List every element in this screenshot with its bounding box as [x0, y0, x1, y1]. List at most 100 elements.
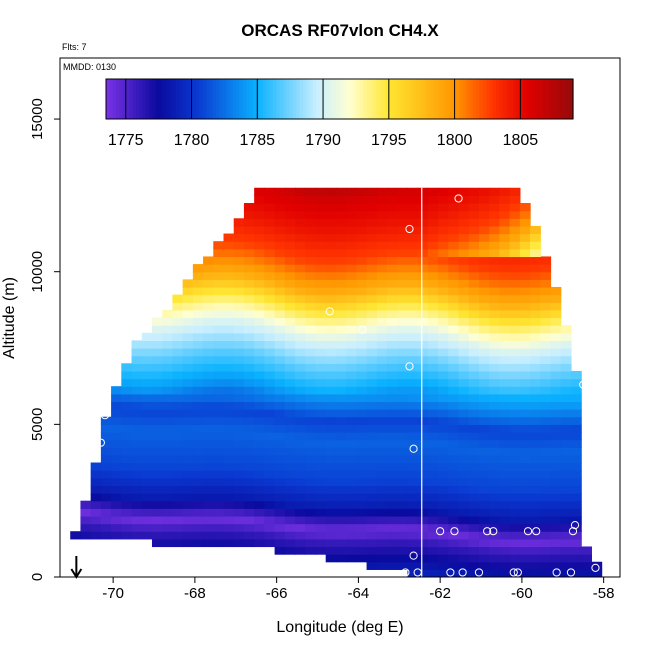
colorbar-swatch: [236, 79, 241, 119]
colorbar-tick-label: 1775: [108, 132, 144, 149]
heatmap-cell: [346, 531, 357, 540]
heatmap-cell: [407, 210, 419, 219]
heatmap-cell: [172, 416, 184, 425]
heatmap-cell: [264, 538, 276, 548]
heatmap-cell: [274, 515, 286, 525]
heatmap-cell: [346, 325, 357, 334]
heatmap-cell: [366, 370, 378, 380]
heatmap-cell: [325, 370, 337, 380]
heatmap-cell: [305, 256, 317, 265]
heatmap-cell: [223, 508, 235, 517]
heatmap-cell: [489, 508, 501, 517]
heatmap-cell: [162, 515, 174, 525]
heatmap-cell: [131, 523, 143, 532]
heatmap-cell: [284, 210, 296, 219]
heatmap-cell: [223, 477, 235, 487]
heatmap-cell: [243, 515, 255, 525]
sample-markers: [72, 194, 600, 577]
heatmap-cell: [243, 393, 255, 403]
colorbar-swatch: [136, 79, 140, 119]
heatmap-cell: [243, 523, 255, 532]
heatmap-cell: [213, 378, 225, 387]
heatmap-cell: [182, 431, 194, 441]
heatmap-cell: [243, 424, 255, 433]
heatmap-cell: [305, 187, 317, 196]
heatmap-cell: [560, 378, 572, 387]
heatmap-cell: [530, 561, 541, 570]
heatmap-cell: [264, 409, 276, 418]
heatmap-cell: [376, 470, 388, 479]
x-tick-label: -62: [429, 585, 451, 602]
heatmap-cell: [519, 317, 531, 326]
heatmap-cell: [213, 493, 225, 502]
heatmap-cell: [295, 187, 306, 196]
heatmap-cell: [366, 233, 378, 242]
heatmap-cell: [478, 279, 490, 288]
heatmap-cell: [570, 515, 582, 525]
heatmap-cell: [570, 493, 582, 502]
heatmap-cell: [448, 431, 460, 441]
heatmap-cell: [519, 363, 531, 372]
heatmap-cell: [182, 424, 194, 433]
heatmap-cell: [489, 355, 501, 364]
heatmap-cell: [468, 424, 480, 433]
heatmap-cell: [366, 332, 378, 341]
heatmap-cell: [366, 340, 378, 349]
colorbar-swatch: [422, 79, 427, 119]
heatmap-cell: [427, 477, 439, 487]
heatmap-cell: [468, 538, 480, 548]
heatmap-cell: [213, 340, 225, 349]
heatmap-cell: [295, 286, 306, 296]
heatmap-cell: [121, 531, 133, 540]
heatmap-cell: [366, 561, 378, 570]
heatmap-cell: [499, 355, 511, 364]
heatmap-cell: [335, 348, 347, 357]
colorbar-swatch: [209, 79, 214, 119]
heatmap-cell: [315, 531, 327, 540]
heatmap-cell: [550, 439, 562, 448]
heatmap-cell: [346, 248, 357, 258]
heatmap-cell: [213, 271, 225, 280]
heatmap-cell: [530, 294, 541, 303]
heatmap-cell: [356, 210, 368, 219]
heatmap-cell: [519, 409, 531, 418]
heatmap-cell: [478, 424, 490, 433]
heatmap-cell: [131, 355, 143, 364]
heatmap-cell: [192, 363, 204, 372]
heatmap-cell: [100, 500, 112, 509]
heatmap-cell: [448, 485, 460, 494]
heatmap-cell: [131, 531, 143, 540]
heatmap-cell: [243, 271, 255, 280]
heatmap-cell: [468, 241, 480, 250]
heatmap-cell: [397, 424, 409, 433]
heatmap-cell: [264, 431, 276, 441]
heatmap-cell: [489, 195, 501, 204]
heatmap-cell: [499, 302, 511, 311]
heatmap-cell: [397, 538, 409, 548]
heatmap-cell: [223, 485, 235, 494]
heatmap-cell: [223, 493, 235, 502]
heatmap-cell: [254, 431, 265, 441]
heatmap-cell: [192, 538, 204, 548]
heatmap-cell: [254, 485, 265, 494]
heatmap-cell: [478, 370, 490, 380]
heatmap-cell: [121, 401, 133, 410]
heatmap-cell: [243, 363, 255, 372]
heatmap-cell: [387, 363, 398, 372]
heatmap-cell: [489, 256, 501, 265]
heatmap-cell: [172, 355, 184, 364]
heatmap-cell: [560, 340, 572, 349]
heatmap-cell: [192, 515, 204, 525]
heatmap-cell: [478, 317, 490, 326]
heatmap-cell: [172, 332, 184, 341]
heatmap-cell: [305, 309, 317, 319]
heatmap-cell: [570, 508, 582, 517]
heatmap-cell: [100, 523, 112, 532]
heatmap-cell: [233, 454, 245, 464]
heatmap-cell: [325, 386, 337, 395]
heatmap-cell: [478, 340, 490, 349]
heatmap-cell: [366, 493, 378, 502]
heatmap-cell: [438, 195, 449, 204]
heatmap-cell: [519, 462, 531, 471]
heatmap-cell: [254, 416, 265, 425]
